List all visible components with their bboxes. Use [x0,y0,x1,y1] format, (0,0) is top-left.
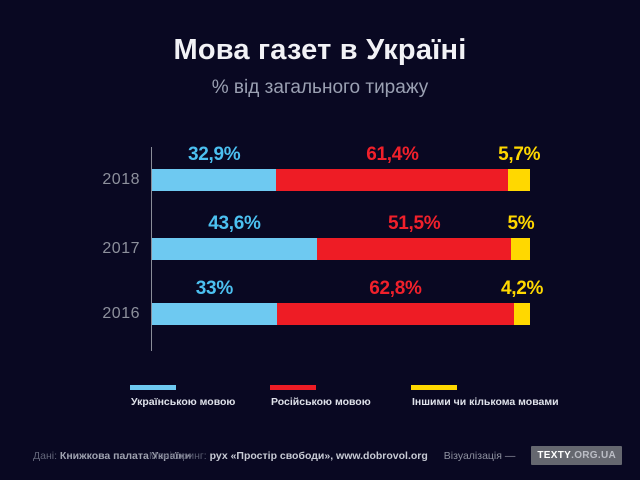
legend-swatch [270,385,316,390]
bar-segment [316,238,512,260]
bar-segment [152,238,317,260]
bar-segment [511,238,530,260]
footer-source: Дані: Книжкова палата України [33,450,191,462]
bar-segment [276,169,509,191]
legend-swatch [411,385,457,390]
stacked-bar [152,169,530,191]
footer-credits: Моніторинг: рух «Простір свободи», www.d… [149,446,622,465]
value-label: 5% [507,213,535,234]
monitoring-text: рух «Простір свободи», www.dobrovol.org [209,449,428,462]
monitoring-label: Моніторинг: [149,449,207,462]
legend-label: Російською мовою [271,396,371,408]
value-label: 61,4% [366,144,419,165]
value-label: 32,9% [187,144,241,165]
legend-swatch [130,385,176,390]
page-title: Мова газет в Україні [173,34,467,66]
brand-suffix: .ORG.UA [571,450,616,461]
value-label: 51,5% [387,213,441,234]
brand-name: TEXTY [537,450,572,461]
legend-label: Іншими чи кількома мовами [412,396,559,408]
stacked-bar [152,238,530,260]
value-label: 43,6% [208,213,261,234]
bar-segment [514,303,530,325]
texty-brand-badge: TEXTY.ORG.UA [531,446,622,465]
value-label: 5,7% [498,144,541,165]
value-label: 62,8% [369,278,422,299]
monitoring-credit: Моніторинг: рух «Простір свободи», www.d… [149,450,428,462]
bar-segment [276,303,515,325]
year-label: 2016 [102,305,140,322]
value-label: 33% [195,278,233,299]
bar-segment [152,303,277,325]
value-label: 4,2% [500,278,544,299]
year-label: 2018 [102,171,140,188]
stacked-bar [152,303,530,325]
source-label: Дані: [33,450,57,462]
source-text: Книжкова палата України [59,450,192,462]
visualization-label: Візуалізація — [443,449,516,462]
axis-line [151,147,152,351]
page-subtitle: % від загального тиражу [211,77,429,98]
year-label: 2017 [102,240,140,257]
bar-segment [152,169,277,191]
legend-label: Українською мовою [131,396,236,408]
bar-segment [508,169,530,191]
